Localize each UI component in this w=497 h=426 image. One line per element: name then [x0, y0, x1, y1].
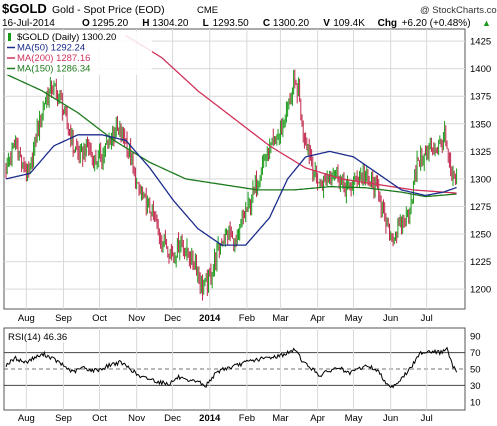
price-ytick-1: 1225 [470, 257, 491, 268]
price-y-axis: 1200 1225 1250 1275 1300 1325 1350 1375 1400 1425 [470, 37, 491, 296]
ma150-line [5, 73, 457, 198]
rsi-grid [4, 328, 465, 410]
quote-value-1: 1304.20 [152, 18, 189, 29]
price-legend-box [6, 31, 152, 75]
price-ytick-7: 1375 [470, 92, 491, 103]
rsi-line [5, 346, 458, 389]
rsi-xtick-9: May [345, 413, 363, 424]
price-ytick-6: 1350 [470, 119, 491, 130]
legend-entry-2: MA(200) 1287.16 [17, 53, 90, 64]
legend-entry-1: MA(50) 1292.24 [17, 43, 85, 54]
copyright: @ StockCharts.com [420, 5, 497, 16]
quote-row: O 1295.20 H 1304.20 L 1293.50 C 1300.20 V 109.4K C… [82, 18, 471, 29]
rsi-ytick-1: 30 [470, 381, 481, 392]
quote-key-3: C [263, 18, 270, 29]
price-ytick-2: 1250 [470, 230, 491, 241]
price-ytick-3: 1275 [470, 202, 491, 213]
price-xtick-3: Nov [128, 313, 145, 324]
symbol: $GOLD [2, 1, 47, 16]
rsi-ytick-2: 50 [470, 365, 481, 376]
rsi-ytick-4: 90 [470, 332, 481, 343]
quote-value-4: 109.4K [333, 18, 365, 29]
rsi-xtick-10: Jun [383, 413, 398, 424]
price-xtick-8: Apr [310, 313, 325, 324]
quote-key-2: L [203, 18, 209, 29]
quote-key-0: O [82, 18, 90, 29]
rsi-xtick-5: 2014 [199, 413, 221, 424]
rsi-xtick-1: Sep [55, 413, 72, 424]
ma200-line [125, 35, 457, 194]
quote-value-2: 1293.50 [213, 18, 250, 29]
price-xtick-4: Dec [164, 313, 181, 324]
quote-date: 16-Jul-2014 [2, 18, 55, 29]
price-xtick-10: Jun [383, 313, 398, 324]
instrument-name: Gold - Spot Price (EOD) [52, 4, 165, 16]
ma50-line [5, 134, 457, 246]
rsi-xtick-3: Nov [128, 413, 145, 424]
price-xtick-0: Aug [18, 313, 35, 324]
rsi-xtick-8: Apr [310, 413, 325, 424]
price-xtick-2: Oct [92, 313, 107, 324]
price-xtick-5: 2014 [199, 313, 221, 324]
rsi-xtick-2: Oct [92, 413, 107, 424]
price-ytick-9: 1425 [470, 37, 491, 48]
price-ytick-5: 1325 [470, 147, 491, 158]
rsi-xtick-0: Aug [18, 413, 35, 424]
up-marker: ▲ [482, 18, 491, 28]
quote-key-1: H [142, 18, 149, 29]
rsi-xtick-11: Jul [421, 413, 433, 424]
rsi-xtick-6: Feb [239, 413, 255, 424]
rsi-legend-entry: RSI(14) 46.36 [8, 332, 67, 343]
price-xtick-11: Jul [421, 313, 433, 324]
legend-entry-3: MA(150) 1286.34 [17, 64, 90, 75]
quote-value-5: +6.20 (+0.48%) [402, 18, 471, 29]
price-ytick-0: 1200 [470, 285, 491, 296]
rsi-panel: 10 30 50 70 90 RSI(14) 46.36 [3, 327, 481, 411]
price-x-axis: Aug Sep Oct Nov Dec 2014 Feb Mar Apr May Jun Jul [18, 313, 433, 324]
rsi-y-axis: 10 30 50 70 90 [470, 332, 481, 409]
price-xtick-9: May [345, 313, 363, 324]
price-ytick-8: 1400 [470, 64, 491, 75]
price-xtick-7: Mar [272, 313, 288, 324]
quote-key-5: Chg [378, 18, 397, 29]
price-xtick-6: Feb [239, 313, 255, 324]
rsi-x-axis: Aug Sep Oct Nov Dec 2014 Feb Mar Apr May Jun Jul [18, 413, 433, 424]
rsi-ytick-3: 70 [470, 348, 481, 359]
quote-value-0: 1295.20 [92, 18, 129, 29]
rsi-xtick-7: Mar [272, 413, 288, 424]
price-panel-frame [3, 28, 466, 310]
rsi-ytick-0: 10 [470, 397, 481, 408]
rsi-legend-box [6, 330, 92, 342]
legend-entry-0: $GOLD (Daily) 1300.20 [17, 32, 116, 43]
price-ytick-4: 1300 [470, 174, 491, 185]
price-xtick-1: Sep [55, 313, 72, 324]
quote-value-3: 1300.20 [273, 18, 310, 29]
rsi-xtick-4: Dec [164, 413, 181, 424]
quote-key-4: V [323, 18, 330, 29]
legend-swatch-0 [8, 33, 11, 41]
chart-header: $GOLD Gold - Spot Price (EOD) CME @ Stoc… [2, 1, 497, 29]
exchange: CME [197, 5, 218, 16]
price-panel: 1200 1225 1250 1275 1300 1325 1350 1375 1400 1425… [3, 28, 491, 310]
rsi-legend: RSI(14) 46.36 [6, 330, 92, 343]
